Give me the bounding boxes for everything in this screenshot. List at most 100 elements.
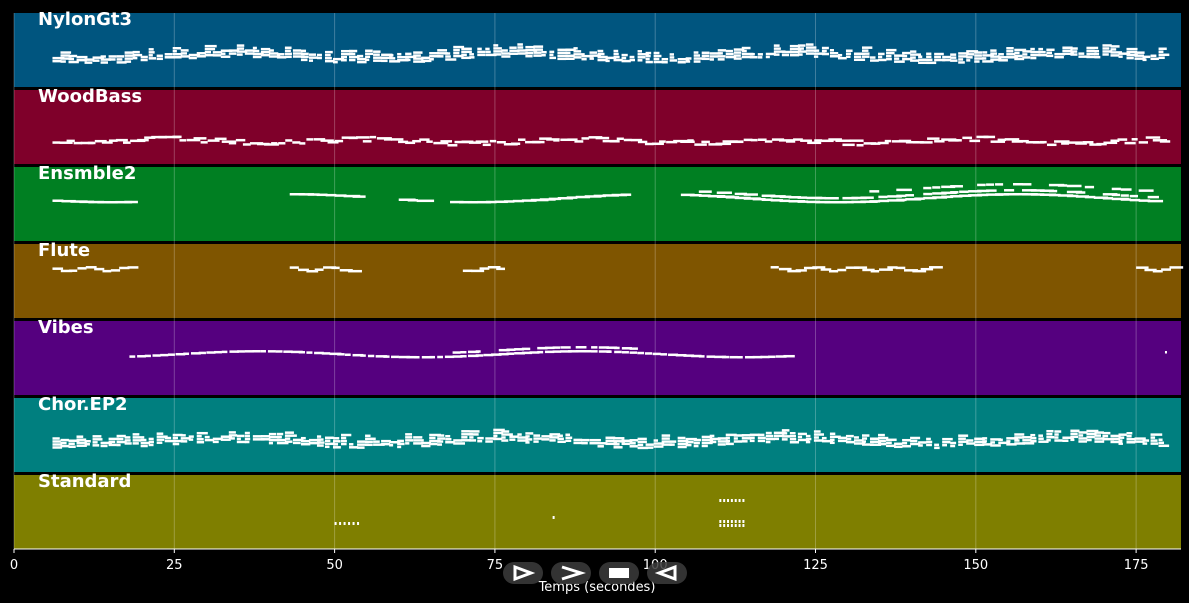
note [60, 51, 72, 54]
note [902, 441, 908, 445]
track-notes [52, 135, 1171, 147]
note [1075, 142, 1087, 145]
note [1014, 433, 1025, 436]
note [397, 52, 402, 56]
note [725, 55, 737, 59]
note [365, 434, 371, 438]
note [730, 499, 733, 502]
note [789, 431, 796, 435]
note [757, 436, 766, 440]
note [719, 499, 722, 502]
note [373, 440, 380, 443]
note [1118, 433, 1127, 436]
note [59, 141, 73, 144]
note [775, 355, 787, 358]
note [644, 352, 653, 355]
note [593, 194, 606, 198]
note [1150, 436, 1156, 439]
note [485, 437, 497, 440]
note [629, 442, 636, 445]
note [863, 142, 877, 145]
note [902, 54, 908, 58]
note [926, 437, 931, 441]
note [172, 439, 184, 443]
note [160, 353, 169, 357]
next-button[interactable] [551, 562, 591, 584]
note [644, 142, 654, 146]
prev-button[interactable] [647, 562, 687, 584]
note [1032, 141, 1045, 144]
note [734, 192, 748, 196]
note [1103, 141, 1118, 145]
note [306, 138, 314, 141]
note [783, 354, 795, 358]
note [509, 49, 520, 52]
note [894, 445, 903, 449]
note [1102, 193, 1118, 196]
stop-button[interactable] [599, 562, 639, 584]
note [757, 53, 763, 56]
note [421, 441, 432, 445]
note [204, 53, 215, 57]
note [1150, 57, 1159, 61]
note [698, 355, 705, 358]
note [283, 350, 293, 353]
note [289, 266, 299, 269]
note [244, 440, 250, 444]
note [1062, 436, 1074, 439]
note [308, 59, 314, 62]
note [148, 443, 154, 447]
note [276, 438, 287, 442]
note [887, 195, 902, 198]
note [493, 428, 505, 432]
note [52, 56, 65, 60]
note [60, 444, 70, 448]
note [228, 437, 235, 440]
note [68, 60, 79, 64]
note [581, 438, 590, 442]
note [60, 441, 67, 445]
note [862, 268, 875, 272]
note [749, 55, 758, 59]
note [252, 52, 264, 56]
note [324, 50, 333, 54]
note [861, 434, 870, 437]
note [397, 445, 402, 449]
note [566, 196, 578, 199]
note [405, 55, 417, 59]
note [715, 142, 732, 146]
note [1014, 51, 1020, 55]
note [413, 57, 424, 60]
note [781, 432, 788, 435]
note [723, 524, 726, 527]
note [207, 139, 220, 142]
note [613, 437, 625, 440]
x-tick-label: 25 [166, 558, 183, 573]
note [948, 139, 959, 142]
note [324, 445, 330, 449]
note [1110, 51, 1123, 54]
play-button[interactable] [503, 562, 543, 584]
note [323, 266, 337, 269]
note [910, 436, 921, 440]
note [244, 434, 250, 438]
note [886, 57, 892, 61]
note [533, 434, 541, 437]
note [188, 438, 194, 441]
note [719, 524, 722, 527]
note [110, 269, 121, 272]
note [300, 436, 306, 440]
note [725, 433, 737, 437]
note [573, 53, 585, 56]
note [314, 268, 324, 271]
note [698, 194, 711, 197]
note [1046, 51, 1053, 55]
note [398, 198, 416, 201]
track-notes [334, 499, 745, 527]
note [501, 52, 511, 55]
note [549, 436, 560, 439]
note [461, 430, 470, 433]
note [997, 138, 1007, 142]
note [895, 266, 906, 270]
note [493, 434, 498, 438]
